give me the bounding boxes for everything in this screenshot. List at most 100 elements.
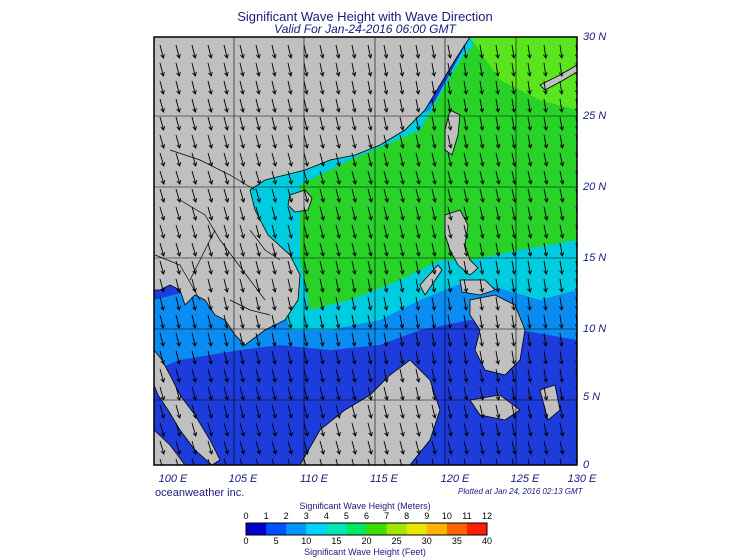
wave-arrow-head [511,54,516,59]
wave-arrow [495,260,499,275]
wave-arrow [383,368,388,383]
wave-arrow-head [415,360,421,365]
wave-arrow-head [511,342,516,347]
wave-arrow [303,170,309,185]
wave-arrow-head [256,54,261,59]
wave-arrow [511,404,516,419]
wave-arrow [271,188,277,203]
wave-arrow [223,350,228,365]
wave-arrow [559,278,563,293]
wave-arrow [431,314,435,329]
wave-arrow [511,332,515,347]
wave-arrow [223,296,228,311]
wave-arrow-head [224,162,230,167]
wave-arrow-head [368,450,373,455]
wave-arrow [559,206,564,221]
brand-label: oceanweather inc. [155,487,245,499]
wave-arrow [255,260,260,275]
wave-arrow [287,368,292,383]
wave-arrow-head [240,144,245,149]
wave-arrow [351,80,356,95]
wave-arrow-head [559,414,565,419]
wave-arrow [447,62,451,77]
wave-arrow-head [383,72,389,77]
wave-arrow-head [160,288,165,293]
wave-arrow-head [496,450,501,455]
wave-arrow [399,116,404,131]
wave-arrow [415,386,420,401]
wave-arrow-head [431,90,437,95]
wave-arrow-head [448,432,453,437]
wave-arrow-head [288,108,293,113]
wave-arrow [559,296,563,311]
wave-arrow-head [480,432,485,437]
wave-arrow-head [336,396,341,401]
wave-arrow-head [463,270,469,275]
wave-arrow [159,44,164,59]
lon-label-115: 115 E [370,473,398,485]
wave-arrow [383,458,387,465]
wave-arrow-head [320,414,325,419]
wave-arrow-head [176,378,181,383]
wave-arrow-head [160,90,165,95]
wave-arrow [479,278,483,293]
colorbar-swatch [406,523,428,535]
wave-arrow [415,296,419,311]
wave-arrow-head [432,216,437,221]
wave-arrow [559,422,564,437]
wave-arrow-head [384,414,389,419]
wave-arrow [463,440,468,455]
wave-arrow [511,116,515,131]
wave-arrow-head [208,431,214,437]
wave-arrow [431,350,435,365]
wave-arrow-head [495,378,501,383]
wave-arrow-head [479,252,485,257]
wave-arrow-head [288,162,293,167]
wave-arrow-head [304,450,309,455]
wave-arrow [207,296,212,311]
wave-arrow [479,440,484,455]
wave-arrow-head [224,72,229,77]
wave-arrow [239,224,245,239]
wave-arrow-head [240,324,245,329]
wave-arrow-head [304,180,309,185]
wave-arrow [399,98,404,113]
wave-arrow-head [367,72,373,77]
land [154,37,577,465]
colorbar-frame [245,522,488,536]
wave-arrow-head [479,270,485,275]
wave-arrow [319,116,324,131]
wave-arrow [175,440,181,455]
wave-arrow-head [400,450,405,455]
wave-arrow-head [288,180,293,185]
wave-arrow-head [432,450,437,455]
wave-arrow-head [463,108,469,113]
wave-arrow-head [384,198,389,203]
wave-arrow [191,386,197,401]
wave-arrow-head [208,252,213,257]
wave-arrow-head [208,306,213,311]
wave-arrow [399,152,404,167]
colorbar-swatch [386,523,408,535]
wave-arrow-head [368,396,373,401]
wave-arrow [399,404,404,419]
chart-title: Significant Wave Height with Wave Direct… [237,9,493,24]
wave-arrow-head [272,72,277,77]
wave-arrow [191,314,196,329]
wave-arrow-head [574,306,577,310]
wave-arrow [511,134,516,149]
wave-arrow [271,422,277,437]
wave-arrow-head [224,288,229,293]
wave-arrow-head [335,54,341,59]
wave-arrow-head [431,396,437,401]
wave-arrow-head [256,180,262,185]
wave-arrow-head [288,270,293,275]
wave-arrow [383,386,388,401]
wave-arrow-head [416,198,421,203]
wave-arrow-head [495,54,500,59]
wave-arrow-head [192,233,198,239]
wave-arrow [159,458,163,465]
wave-arrow [207,440,213,455]
wave-arrow [367,170,372,185]
wave-arrow [431,98,435,113]
